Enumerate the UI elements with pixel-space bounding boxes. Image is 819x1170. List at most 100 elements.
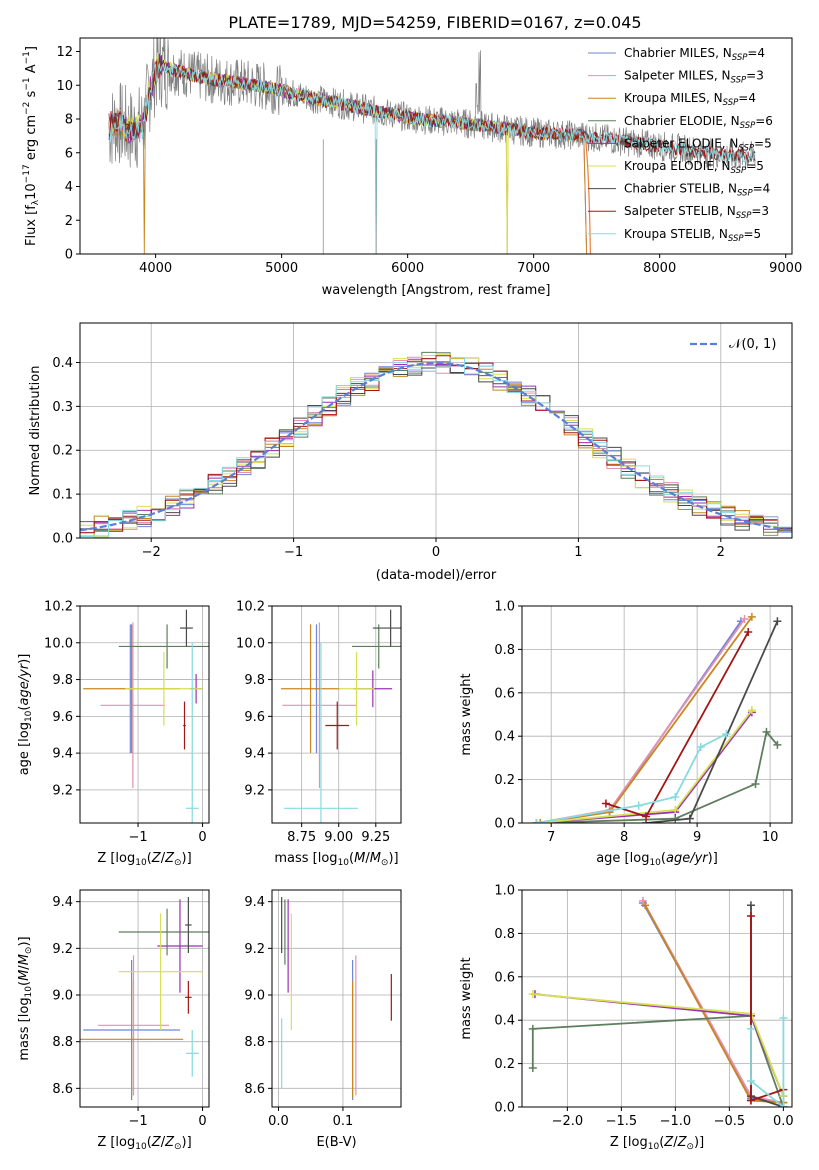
series-line-kroupa_stelib — [750, 1018, 785, 1107]
series-marker-salpeter_miles — [740, 615, 749, 624]
legend-label-base: Kroupa STELIB, N — [624, 227, 728, 241]
x-tick-label: −1 — [128, 1114, 147, 1129]
x-tick-label: 1 — [574, 545, 582, 560]
series-marker-kroupa_stelib — [779, 1103, 788, 1107]
y-tick-label: 9.4 — [244, 895, 265, 910]
legend-label-base: Salpeter STELIB, N — [624, 204, 736, 218]
series-marker-salpeter_stelib — [744, 628, 753, 637]
series-marker-kroupa_elodie — [671, 805, 680, 814]
series-line-salpeter_elodie — [534, 993, 785, 1097]
y-tick-label: 0.2 — [494, 1057, 515, 1072]
y-label-part: )] — [17, 654, 32, 664]
y-label-part: / — [17, 965, 32, 970]
legend-label-base: Salpeter MILES, N — [624, 69, 731, 83]
y-axis-label: Flux [fλ10−17 erg cm−2 s−1 A−1] — [22, 46, 41, 246]
x-label-part: / — [673, 1135, 678, 1150]
series-marker-chabrier_elodie — [762, 727, 771, 736]
series-line-kroupa_miles — [540, 616, 753, 823]
x-label-part: / — [365, 851, 370, 866]
series-line-salpeter_elodie — [536, 711, 753, 823]
y-tick-label: 0.6 — [494, 970, 515, 985]
series-marker-chabrier_stelib — [773, 617, 782, 626]
series-marker-kroupa_stelib — [532, 819, 541, 823]
x-label-part: )] — [182, 1135, 192, 1150]
y-tick-label: 6 — [65, 146, 73, 161]
x-tick-label: 6000 — [391, 261, 424, 276]
y-tick-label: 9.6 — [52, 710, 73, 725]
y-tick-label: 8.8 — [52, 1035, 73, 1050]
plot-area-massweight_vs_Z — [528, 896, 788, 1107]
x-tick-label: 0 — [198, 1114, 206, 1129]
legend-label-tail: =4 — [738, 91, 756, 105]
y-label-part: 10 — [24, 986, 34, 998]
series-line-kroupa_elodie — [532, 993, 785, 1097]
series-marker-kroupa_stelib — [779, 1014, 788, 1023]
figure-title: PLATE=1789, MJD=54259, FIBERID=0167, z=0… — [228, 13, 641, 32]
series-marker-kroupa_elodie — [528, 990, 537, 999]
legend-label-tail: =5 — [746, 159, 764, 173]
y-tick-label: 0.4 — [494, 1014, 515, 1029]
y-label-part: λ — [31, 199, 41, 205]
y-tick-label: 9.2 — [52, 783, 73, 798]
axes-mass_vs_Z: −1 08.68.89.09.29.4Z [log10(Z/Z⊙)]mass [l… — [17, 889, 210, 1152]
x-label-part: Z — [151, 851, 162, 866]
y-tick-label: 0.0 — [494, 817, 515, 832]
plot-area-spectrum — [108, 38, 756, 254]
y-label-part: ] — [24, 46, 39, 51]
y-label-part: age [log — [17, 722, 32, 775]
x-label-part: M — [370, 851, 381, 866]
x-tick-label: −1.5 — [606, 1114, 638, 1129]
legend-label: Chabrier ELODIE, NSSP=6 — [624, 114, 773, 131]
x-label-part: Z — [677, 1135, 688, 1150]
x-label-part: 10 — [135, 858, 147, 868]
y-label-part: )] — [17, 936, 32, 946]
x-tick-label: −1 — [128, 830, 147, 845]
series-line-chabrier_miles — [642, 902, 784, 1104]
spectrum-data-line — [108, 38, 756, 169]
spectrum-model-salpeter_stelib — [108, 60, 756, 163]
y-label-part: −1 — [22, 51, 32, 64]
y-tick-label: 8.6 — [244, 1082, 265, 1097]
x-tick-label: −1 — [284, 545, 303, 560]
legend-label: Chabrier MILES, NSSP=4 — [624, 46, 765, 63]
x-axis-label: Z [log10(Z/Z⊙)] — [97, 851, 191, 868]
x-tick-label: 10 — [762, 830, 779, 845]
x-label-part: )] — [708, 851, 718, 866]
series-line-kroupa_miles — [644, 904, 784, 1104]
y-label-part: mass [log — [17, 997, 32, 1060]
y-tick-label: 0.0 — [52, 532, 73, 547]
series-marker-chabrier_elodie — [773, 740, 782, 749]
spectrum-cutoff-line — [584, 137, 591, 254]
spectrum-model-salpeter_miles — [108, 55, 588, 254]
axes-frame — [79, 37, 793, 255]
x-tick-label: 9000 — [769, 261, 802, 276]
x-axis-label: Z [log10(Z/Z⊙)] — [610, 1135, 704, 1152]
spectrum-model-kroupa_miles — [108, 56, 588, 254]
y-tick-label: 8.8 — [244, 1035, 265, 1050]
x-tick-label: −2.0 — [552, 1114, 584, 1129]
hist-kroupa_miles — [80, 358, 792, 537]
series-marker-kroupa_miles — [641, 901, 650, 910]
series-marker-salpeter_stelib — [642, 812, 651, 821]
legend-label-sub: SSP — [723, 98, 739, 108]
series-line-chabrier_elodie — [531, 1014, 785, 1107]
legend-label-sub: SSP — [731, 166, 747, 176]
legend-label-sub: SSP — [731, 76, 747, 86]
x-label-part: / — [161, 1135, 166, 1150]
legend-label-sub: SSP — [728, 234, 744, 244]
legend-label-sub: SSP — [737, 189, 753, 199]
y-label-part: ⊙ — [24, 947, 34, 955]
axes-massweight_vs_Z: −2.0 −1.5 −1.0 −0.5 0.0 0.0 0.2 0.4 0.6 0.8 1.0 mas… — [459, 884, 794, 1153]
legend-label-sub: SSP — [736, 211, 752, 221]
x-tick-label: 8 — [620, 830, 628, 845]
series-line-salpeter_stelib — [750, 916, 784, 1102]
x-axis-label: wavelength [Angstrom, rest frame] — [322, 283, 551, 298]
plot-area-age_vs_mass — [280, 609, 401, 823]
y-tick-label: 0.3 — [52, 400, 73, 415]
y-tick-label: 9.2 — [52, 942, 73, 957]
y-label-part: s — [24, 90, 39, 101]
y-tick-label: 10 — [56, 79, 73, 94]
legend-label-tail: =4 — [753, 182, 771, 196]
axes-frame — [79, 605, 210, 824]
y-tick-label: 10.2 — [44, 600, 73, 615]
